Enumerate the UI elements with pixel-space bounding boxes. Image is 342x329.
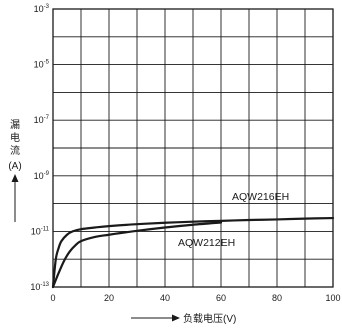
y-axis-arrow-head [11,174,19,182]
x-tick-label: 20 [104,293,114,303]
y-axis-title-unit: (A) [8,161,21,172]
series-curves [51,216,335,289]
x-tick-label: 40 [160,293,170,303]
x-tick-label: 0 [50,293,55,303]
y-tick-labels: 10-13 10-11 10-9 10-7 10-5 10-3 [30,4,49,292]
x-axis-title-text: 负载电压(V) [183,312,236,325]
series-line-aqw212eh [51,221,223,289]
series-label-aqw212eh: AQW212EH [178,237,235,249]
y-axis-title-char: 流 [10,144,20,157]
x-axis-arrow-head [172,314,180,322]
x-tick-label: 80 [272,293,282,303]
y-tick-label: 10-13 [30,282,49,292]
plot-frame [52,8,334,288]
x-tick-label: 60 [216,293,226,303]
y-tick-label: 10-7 [34,115,50,125]
x-axis-title: 负载电压(V) [131,312,236,325]
x-tick-labels: 0 20 40 60 80 100 [50,293,340,303]
y-tick-label: 10-11 [31,226,50,236]
y-tick-label: 10-9 [34,171,50,181]
y-axis-title-char: 漏 [10,119,20,131]
y-axis-title: 漏 电 流 (A) [8,119,22,222]
x-tick-label: 100 [325,293,340,303]
plot-grid [53,9,333,287]
series-label-aqw216eh: AQW216EH [232,191,289,203]
y-tick-label: 10-5 [34,60,50,70]
y-axis-title-char: 电 [10,131,20,144]
series-line-aqw216eh [51,216,335,289]
y-tick-label: 10-3 [34,4,50,14]
